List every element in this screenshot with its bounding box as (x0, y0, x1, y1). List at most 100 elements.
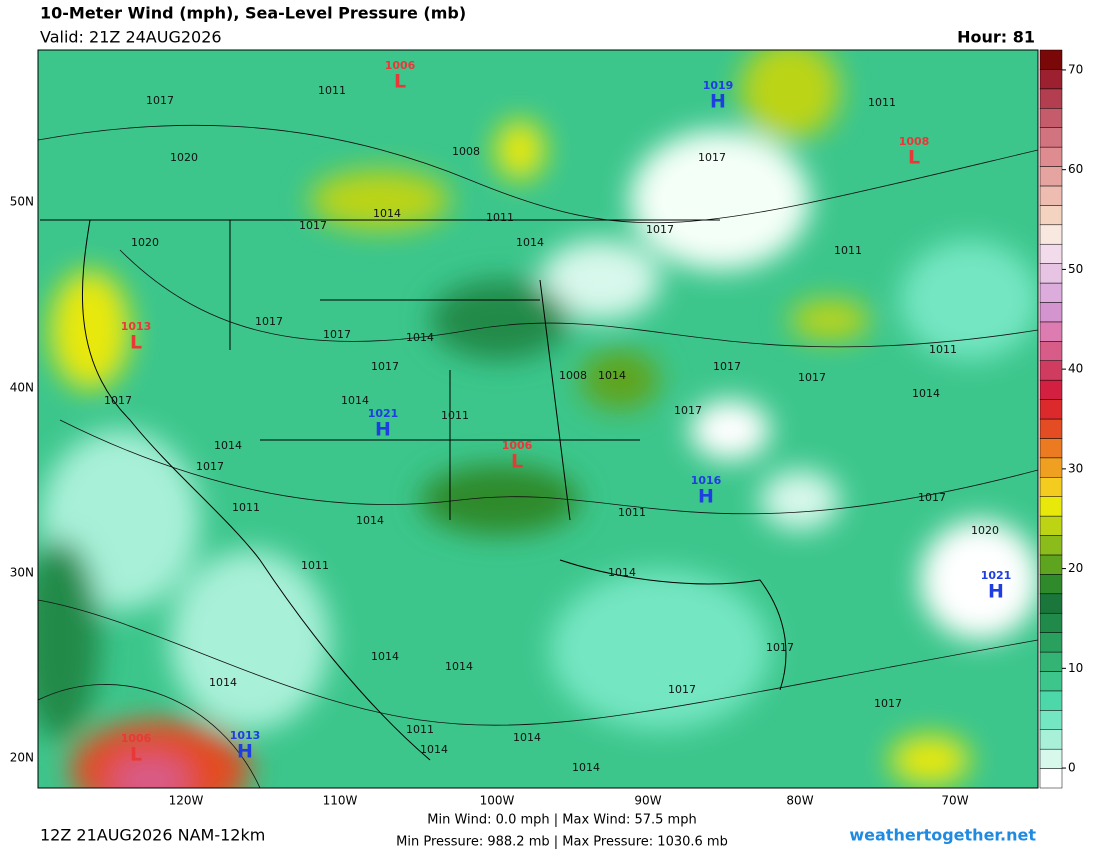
isobar-label: 1017 (196, 460, 224, 473)
colorbar-label: 10 (1068, 661, 1083, 675)
colorbar-segment (1039, 593, 1063, 614)
isobar-label: 1011 (618, 506, 646, 519)
pressure-stats: Min Pressure: 988.2 mb | Max Pressure: 1… (396, 835, 728, 850)
isobar-label: 1014 (598, 369, 626, 382)
isobar-label: 1014 (406, 331, 434, 344)
colorbar-segment (1039, 49, 1063, 70)
isobar-label: 1011 (318, 84, 346, 97)
pressure-center-symbol: H (988, 581, 1004, 603)
map (38, 50, 1038, 788)
isobar-label: 1020 (971, 524, 999, 537)
isobar-label: 1008 (452, 145, 480, 158)
colorbar-segment (1039, 496, 1063, 517)
colorbar-segment (1039, 612, 1063, 633)
isobar-label: 1011 (486, 211, 514, 224)
pressure-center-value: 1013 (121, 320, 152, 333)
colorbar-segment (1039, 341, 1063, 361)
isobar-label: 1017 (713, 360, 741, 373)
model-run: 12Z 21AUG2026 NAM-12km (40, 826, 265, 845)
lon-label: 70W (941, 794, 968, 808)
colorbar-segment (1039, 710, 1063, 730)
pressure-center-value: 1008 (899, 135, 930, 148)
isobar-label: 1014 (214, 439, 242, 452)
isobar-label: 1017 (874, 697, 902, 710)
pressure-center-value: 1006 (502, 439, 533, 452)
isobar-label: 1011 (868, 96, 896, 109)
isobar-label: 1011 (834, 244, 862, 257)
colorbar-segment (1039, 108, 1063, 128)
colorbar-segment (1039, 651, 1063, 672)
colorbar-segment (1039, 515, 1063, 536)
colorbar-label: 30 (1068, 461, 1083, 475)
isobar-label: 1017 (918, 491, 946, 504)
isobar-label: 1011 (441, 409, 469, 422)
isobar-label: 1011 (232, 501, 260, 514)
colorbar-segment (1039, 768, 1063, 789)
isobars (38, 124, 1038, 788)
isobar-label: 1017 (323, 328, 351, 341)
pressure-center-value: 1021 (368, 407, 399, 420)
pressure-center-value: 1019 (703, 79, 734, 92)
colorbar-label: 70 (1068, 62, 1083, 76)
lat-label: 20N (10, 751, 34, 765)
colorbar-segment (1039, 302, 1063, 323)
isobar-label: 1014 (356, 514, 384, 527)
isobar-label: 1014 (513, 731, 541, 744)
isobar-label: 1014 (420, 743, 448, 756)
colorbar-segment (1039, 535, 1063, 556)
isobar-label: 1014 (371, 650, 399, 663)
isobar-label: 1017 (674, 404, 702, 417)
isobar-label: 1017 (766, 641, 794, 654)
wind-stats: Min Wind: 0.0 mph | Max Wind: 57.5 mph (427, 813, 696, 828)
isobar-label: 1014 (572, 761, 600, 774)
colorbar-label: 20 (1068, 561, 1083, 575)
isobar-label: 1017 (668, 683, 696, 696)
title: 10-Meter Wind (mph), Sea-Level Pressure … (40, 4, 466, 23)
isobar-label: 1017 (299, 219, 327, 232)
colorbar-segment (1039, 205, 1063, 226)
colorbar-segment (1039, 88, 1063, 109)
colorbar-segment (1039, 224, 1063, 245)
isobar-label: 1011 (301, 559, 329, 572)
wind-field (38, 50, 1038, 788)
isobar-label: 1008 (559, 369, 587, 382)
isobar-label: 1014 (608, 566, 636, 579)
isobar-label: 1020 (131, 236, 159, 249)
pressure-center-symbol: H (237, 741, 253, 763)
pressure-center-value: 1006 (385, 59, 416, 72)
colorbar-label: 40 (1068, 362, 1083, 376)
colorbar-segment (1039, 671, 1063, 692)
valid-time: Valid: 21Z 24AUG2026 (40, 28, 222, 47)
isobar-label: 1011 (929, 343, 957, 356)
colorbar-segment (1039, 690, 1063, 711)
colorbar-segment (1039, 127, 1063, 148)
lon-label: 80W (786, 794, 813, 808)
colorbar-segment (1039, 748, 1063, 769)
isobar-label: 1014 (516, 236, 544, 249)
pressure-center-symbol: L (908, 147, 920, 169)
lat-label: 50N (10, 195, 34, 209)
pressure-center-value: 1016 (691, 474, 722, 487)
isobar-label: 1014 (373, 207, 401, 220)
colorbar-segment (1039, 282, 1063, 303)
isobar-label: 1014 (445, 660, 473, 673)
isobar-label: 1011 (406, 723, 434, 736)
colorbar-segment (1039, 379, 1063, 400)
forecast-hour: Hour: 81 (957, 28, 1035, 47)
colorbar-segment (1039, 632, 1063, 653)
isobar-label: 1017 (646, 223, 674, 236)
colorbar-segment (1039, 69, 1063, 90)
map-frame (37, 49, 1039, 789)
pressure-center-symbol: L (511, 451, 523, 473)
colorbar-segment (1039, 146, 1063, 167)
lat-label: 30N (10, 566, 34, 580)
colorbar-segment (1039, 166, 1063, 187)
pressure-center-value: 1013 (230, 729, 261, 742)
colorbar-segment (1039, 574, 1063, 595)
lat-label: 40N (10, 381, 34, 395)
lon-label: 90W (634, 794, 661, 808)
colorbar-segment (1039, 263, 1063, 284)
colorbar-segment (1039, 360, 1063, 381)
colorbar-segment (1039, 477, 1063, 497)
pressure-center-value: 1006 (121, 732, 152, 745)
